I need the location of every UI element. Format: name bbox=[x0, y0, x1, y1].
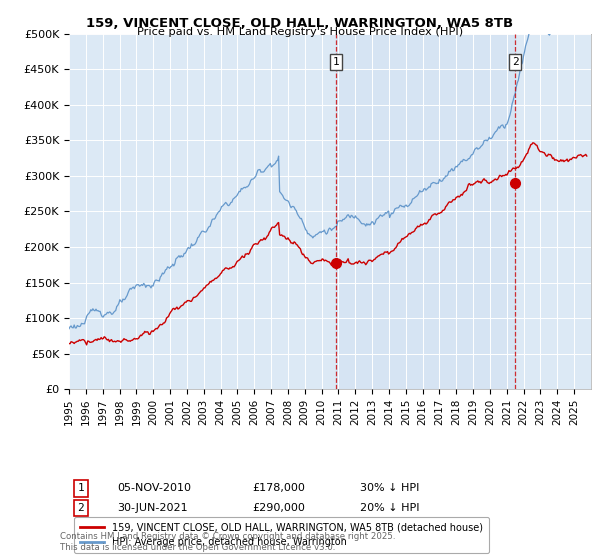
Text: Price paid vs. HM Land Registry's House Price Index (HPI): Price paid vs. HM Land Registry's House … bbox=[137, 27, 463, 37]
Text: 05-NOV-2010: 05-NOV-2010 bbox=[117, 483, 191, 493]
Text: 2: 2 bbox=[512, 57, 518, 67]
Bar bbox=[336, 34, 515, 389]
Text: 20% ↓ HPI: 20% ↓ HPI bbox=[360, 503, 419, 513]
Text: 30-JUN-2021: 30-JUN-2021 bbox=[117, 503, 188, 513]
Text: 159, VINCENT CLOSE, OLD HALL, WARRINGTON, WA5 8TB: 159, VINCENT CLOSE, OLD HALL, WARRINGTON… bbox=[86, 17, 514, 30]
Text: 30% ↓ HPI: 30% ↓ HPI bbox=[360, 483, 419, 493]
Legend: 159, VINCENT CLOSE, OLD HALL, WARRINGTON, WA5 8TB (detached house), HPI: Average: 159, VINCENT CLOSE, OLD HALL, WARRINGTON… bbox=[74, 517, 488, 553]
Text: 1: 1 bbox=[332, 57, 339, 67]
Text: Contains HM Land Registry data © Crown copyright and database right 2025.
This d: Contains HM Land Registry data © Crown c… bbox=[60, 532, 395, 552]
Text: £178,000: £178,000 bbox=[252, 483, 305, 493]
Text: 1: 1 bbox=[77, 483, 85, 493]
Text: 2: 2 bbox=[77, 503, 85, 513]
Text: £290,000: £290,000 bbox=[252, 503, 305, 513]
